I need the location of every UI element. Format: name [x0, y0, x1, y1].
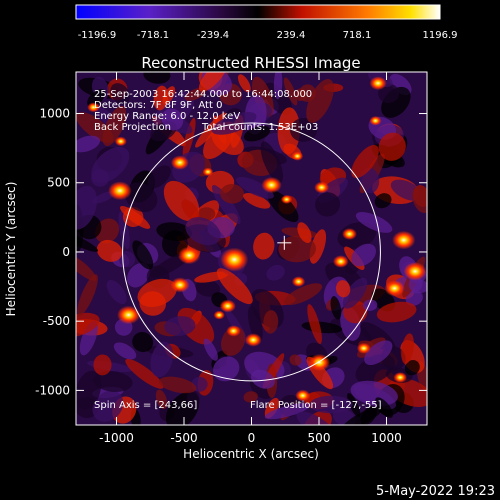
x-tick-label: -500	[170, 431, 197, 445]
colorbar-tick-label: 239.4	[277, 30, 306, 41]
spin-axis-cross-marker	[277, 235, 292, 250]
info-time-range: 25-Sep-2003 16:42:44.000 to 16:44:08.000	[94, 89, 312, 100]
axis-tick-labels: -1000 -500 0 500 1000 1000 500 0 -500 -1000	[35, 107, 402, 445]
colorbar	[75, 4, 441, 20]
info-method: Back Projection	[94, 122, 171, 133]
y-tick-label: -1000	[35, 383, 70, 397]
y-tick-label: 0	[62, 245, 70, 259]
y-tick-label: -500	[43, 314, 70, 328]
colorbar-tick-label: -239.4	[197, 30, 229, 41]
info-energy-range: Energy Range: 6.0 - 12.0 keV	[94, 111, 240, 122]
colorbar-ticks: -1196.9 -718.1 -239.4 239.4 718.1 1196.9	[78, 30, 458, 41]
info-flare-position: Flare Position = [-127,-55]	[250, 400, 382, 411]
info-total-counts: Total counts: 1.53E+03	[201, 122, 318, 133]
axis-ticks	[76, 72, 427, 425]
reconstructed-image	[76, 72, 427, 425]
colorbar-tick-label: -1196.9	[78, 30, 117, 41]
y-tick-label: 1000	[39, 107, 70, 121]
solar-limb-circle	[122, 122, 381, 382]
info-detectors: Detectors: 7F 8F 9F, Att 0	[94, 100, 222, 111]
x-tick-label: 1000	[371, 431, 402, 445]
x-tick-label: -1000	[99, 431, 134, 445]
y-axis-label: Heliocentric Y (arcsec)	[4, 182, 18, 317]
x-axis-label: Heliocentric X (arcsec)	[183, 447, 319, 461]
x-tick-label: 500	[308, 431, 331, 445]
colorbar-tick-label: -718.1	[137, 30, 169, 41]
footer-date: 5-May-2022 19:23	[376, 484, 495, 499]
x-tick-label: 0	[248, 431, 256, 445]
y-tick-label: 500	[47, 176, 70, 190]
plot-title: Reconstructed RHESSI Image	[141, 54, 360, 72]
info-spin-axis: Spin Axis = [243,66]	[94, 400, 197, 411]
colorbar-tick-label: 1196.9	[423, 30, 458, 41]
colorbar-tick-label: 718.1	[343, 30, 372, 41]
